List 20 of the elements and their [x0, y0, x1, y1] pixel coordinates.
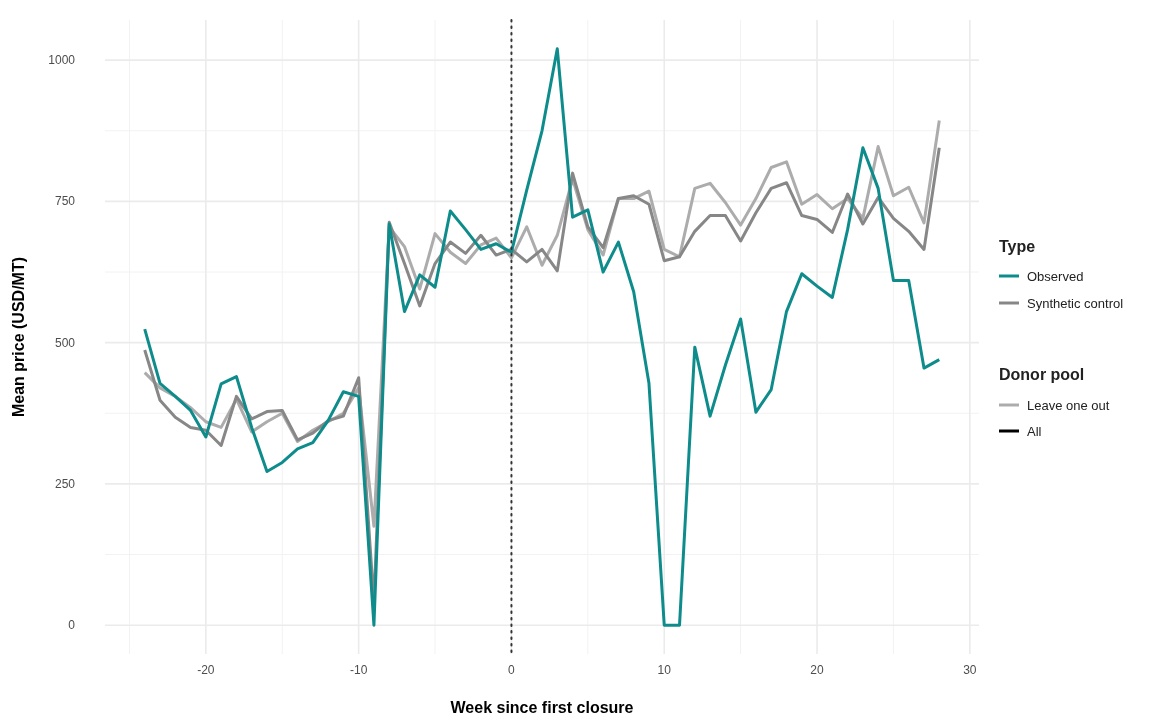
legend-label: Synthetic control	[1027, 296, 1124, 311]
x-tick-label: 30	[963, 663, 977, 677]
text: All	[1027, 424, 1042, 439]
x-tick-label: 10	[657, 663, 672, 677]
y-tick-label: 750	[54, 194, 76, 209]
legend-title: Type	[999, 238, 1036, 255]
x-tick-label: -20	[197, 663, 215, 677]
y-tick-label: 0	[68, 618, 76, 633]
x-axis-title: Week since first closure	[450, 699, 634, 716]
legend-label: Leave one out	[1027, 398, 1110, 413]
y-axis-title: Mean price (USD/MT)	[10, 256, 27, 418]
x-tick-label: 20	[810, 663, 825, 677]
y-tick-label: 1000	[48, 53, 76, 68]
text: Donor pool	[999, 366, 1085, 383]
legend-label: Observed	[1027, 269, 1084, 284]
line-series	[143, 47, 941, 627]
x-tick-label: -10	[349, 663, 368, 677]
x-tick-label: 0	[508, 663, 516, 677]
y-tick-label: 500	[54, 335, 76, 350]
y-tick-label: 250	[54, 476, 76, 491]
